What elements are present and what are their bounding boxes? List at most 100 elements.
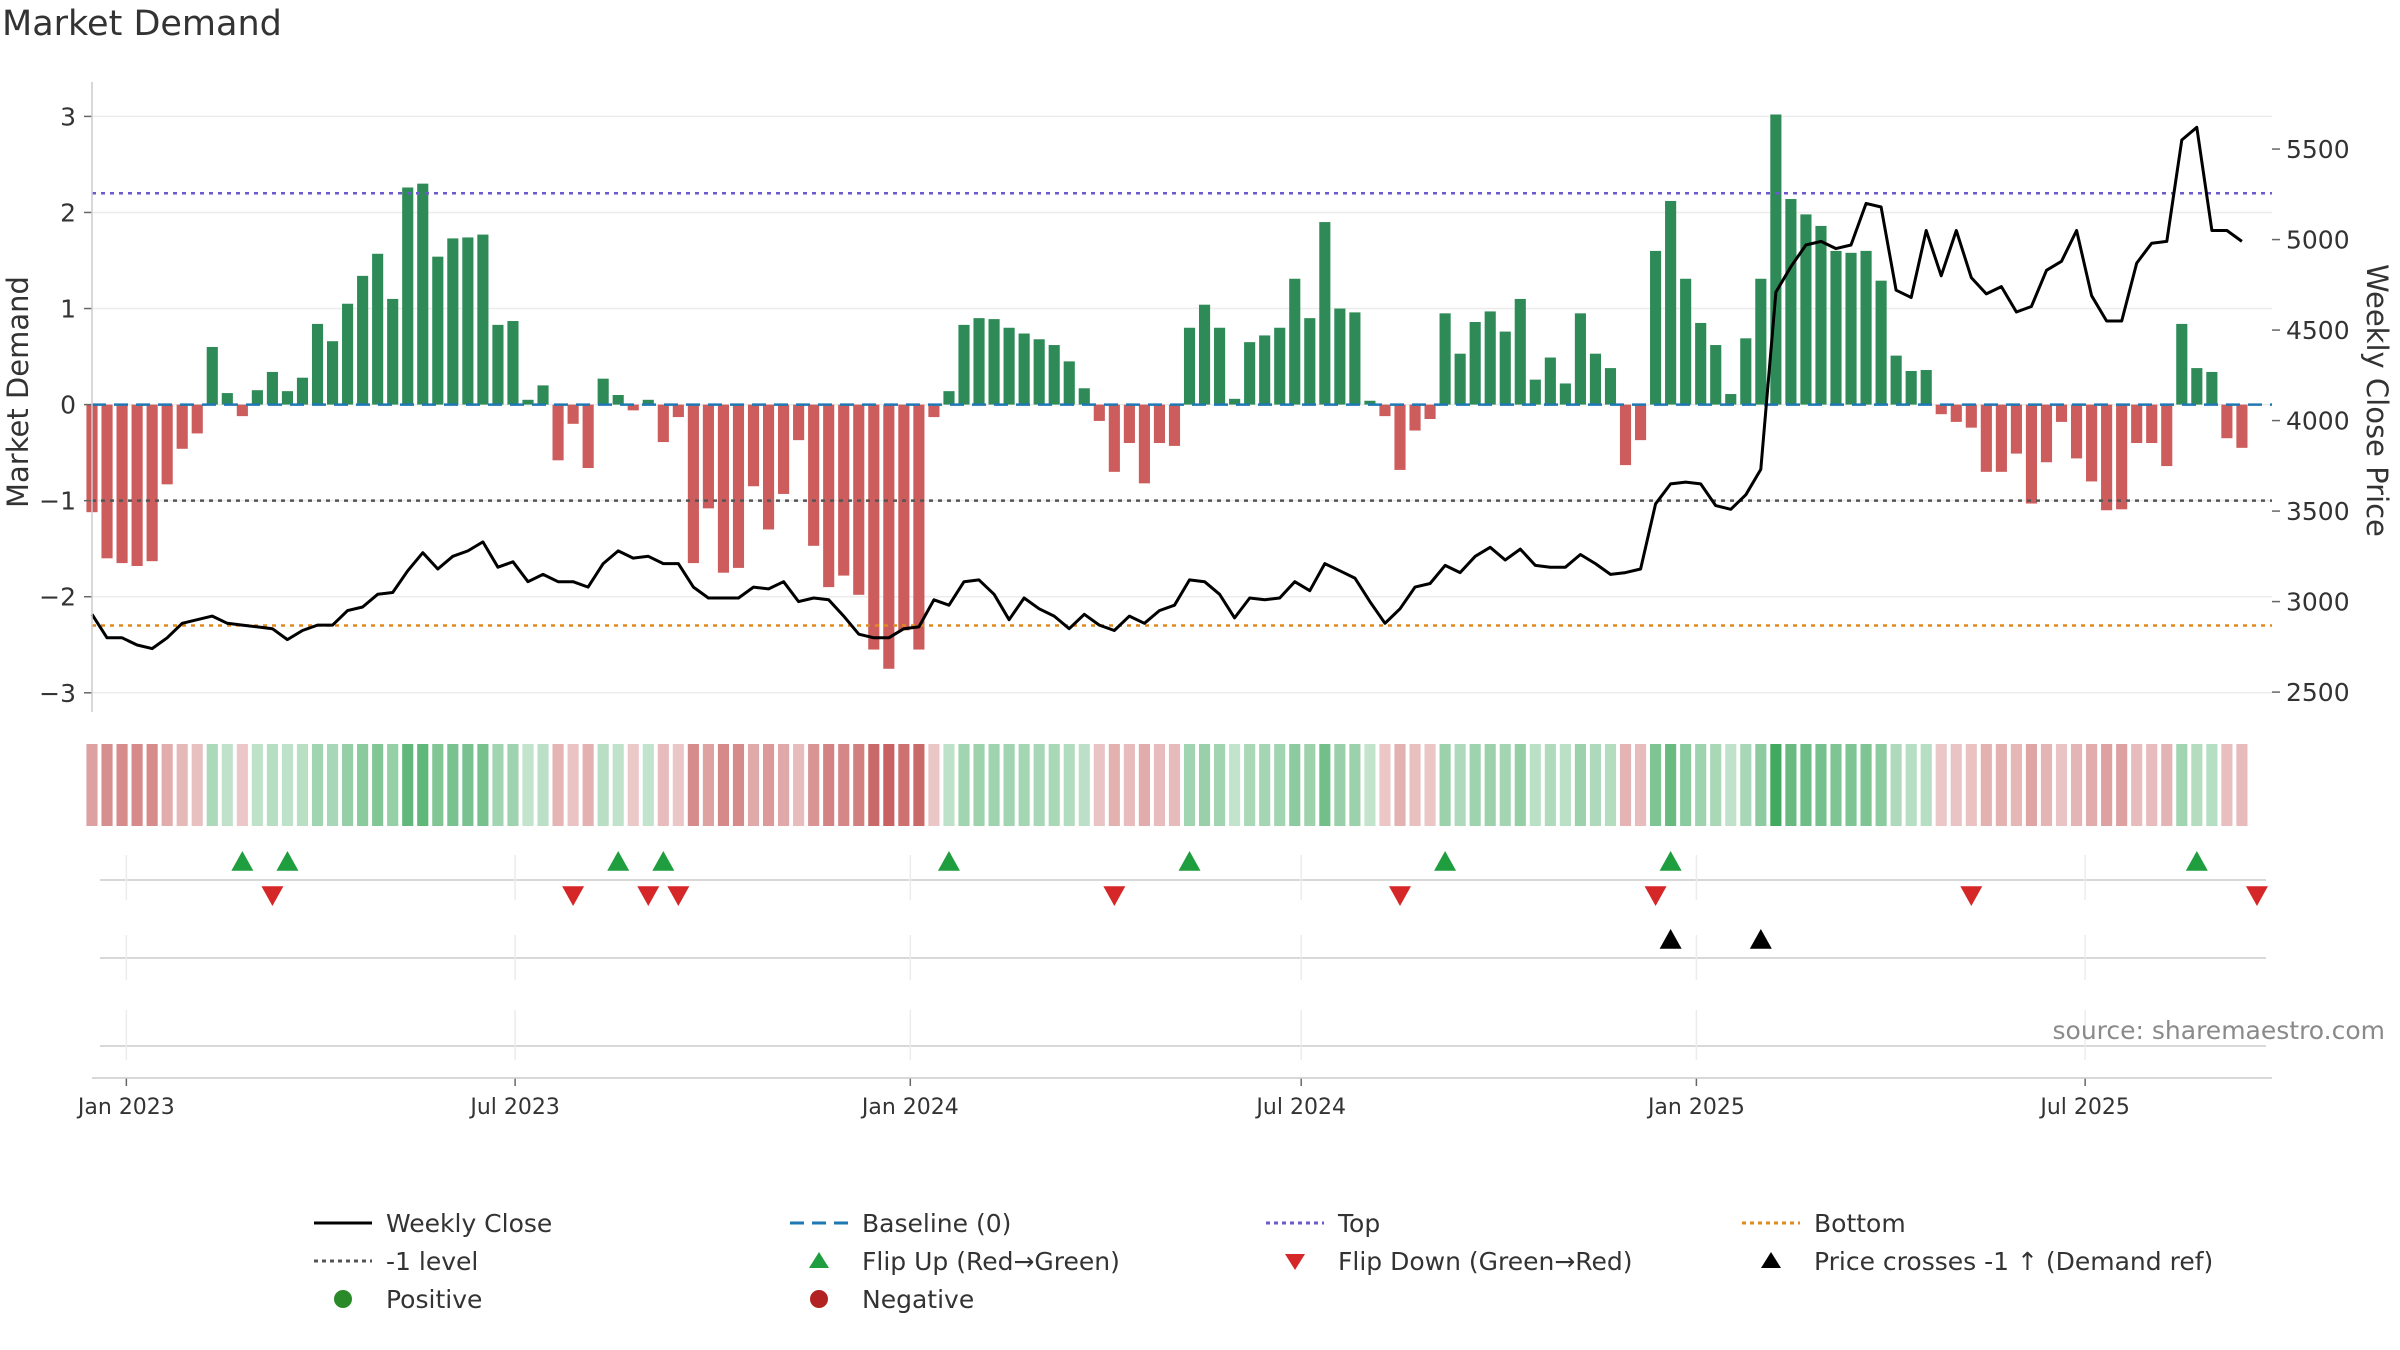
- heat-cell: [1529, 744, 1541, 826]
- positive-bar: [1229, 398, 1241, 405]
- chart-title: Market Demand: [2, 4, 282, 44]
- positive-bar: [1740, 338, 1752, 405]
- positive-bar: [597, 378, 609, 405]
- heat-cell: [762, 744, 775, 826]
- positive-bar: [1604, 368, 1617, 405]
- heat-cell: [2101, 744, 2113, 826]
- heat-cell: [1349, 744, 1361, 826]
- positive-bar: [251, 390, 263, 405]
- y-tick-label-left: 1: [60, 295, 76, 324]
- positive-bar: [1830, 250, 1842, 405]
- positive-bar: [1905, 370, 1917, 405]
- heat-cell: [1439, 744, 1451, 826]
- legend-baseline: Baseline (0): [786, 1208, 1011, 1238]
- negative-bar: [1108, 404, 1120, 472]
- negative-bar: [2161, 404, 2173, 467]
- heat-cell: [146, 744, 158, 826]
- legend-dot-icon: [786, 1284, 852, 1314]
- positive-bar: [1860, 250, 1872, 405]
- heat-cell: [1033, 744, 1045, 826]
- weekly-close-line: [90, 125, 2243, 651]
- heat-cell: [342, 744, 354, 826]
- heat-cell: [191, 744, 203, 826]
- positive-bar: [1003, 327, 1015, 405]
- heat-cell: [1650, 744, 1662, 826]
- negative-bar: [2101, 404, 2113, 511]
- heat-cell: [838, 744, 850, 826]
- positive-bar: [2191, 368, 2203, 405]
- legend-top: Top: [1262, 1208, 1380, 1238]
- y-tick-label-left: −1: [39, 487, 76, 516]
- positive-bar: [1680, 278, 1692, 405]
- positive-bar: [1244, 342, 1256, 405]
- positive-bar: [1710, 345, 1722, 405]
- y-tick-label-left: 0: [60, 391, 76, 420]
- heat-cell: [2206, 744, 2218, 826]
- flip-down-marker: [562, 886, 585, 906]
- negative-bar: [1409, 404, 1421, 431]
- negative-bar: [161, 404, 173, 485]
- heat-cell: [1875, 744, 1887, 826]
- heat-cell: [1785, 744, 1797, 826]
- heat-cell: [1950, 744, 1962, 826]
- negative-bar: [176, 404, 188, 449]
- flip-down-marker: [2245, 886, 2268, 906]
- heat-cell: [1093, 744, 1105, 826]
- heat-cell: [1153, 744, 1166, 826]
- heat-cell: [1905, 744, 1917, 826]
- heat-cell: [1559, 744, 1571, 826]
- flip-up-marker: [652, 851, 675, 871]
- legend-dotted-line-icon: [1262, 1208, 1328, 1238]
- heat-cell: [1078, 744, 1090, 826]
- heat-cell: [372, 744, 384, 826]
- heat-cell: [1770, 744, 1782, 826]
- heat-cell: [206, 744, 218, 826]
- positive-bar: [1183, 327, 1196, 405]
- positive-bar: [943, 391, 955, 405]
- heat-cell: [221, 744, 233, 826]
- heat-cell: [642, 744, 654, 826]
- negative-bar: [1980, 404, 1992, 472]
- heat-cell: [1123, 744, 1135, 826]
- legend-price-cross: Price crosses -1 ↑ (Demand ref): [1738, 1246, 2213, 1276]
- heat-cell: [1138, 744, 1150, 826]
- heat-cell: [1800, 744, 1812, 826]
- heat-cell: [1168, 744, 1181, 826]
- positive-bar: [1785, 199, 1797, 405]
- heat-cell: [1108, 744, 1120, 826]
- heat-cell: [1890, 744, 1902, 826]
- heat-cell: [1304, 744, 1316, 826]
- x-tick-label: Jan 2024: [860, 1095, 959, 1120]
- negative-bar: [2040, 404, 2053, 463]
- price-cross-marker: [1659, 929, 1682, 949]
- negative-bar: [898, 404, 910, 631]
- negative-bar: [236, 404, 248, 417]
- heat-cell: [1634, 744, 1647, 826]
- negative-bar: [1168, 404, 1181, 446]
- heat-cell: [687, 744, 699, 826]
- heat-cell: [2055, 744, 2068, 826]
- heat-cell: [702, 744, 714, 826]
- heat-cell: [1995, 744, 2007, 826]
- negative-bar: [1093, 404, 1105, 421]
- negative-bar: [1123, 404, 1135, 444]
- heat-cell: [281, 744, 294, 826]
- heat-cell: [1484, 744, 1496, 826]
- heat-cell: [1755, 744, 1767, 826]
- heat-cell: [447, 744, 459, 826]
- heat-cell: [898, 744, 910, 826]
- y-tick-label-right: 5000: [2286, 226, 2350, 255]
- heat-cell: [387, 744, 399, 826]
- negative-bar: [2221, 404, 2233, 439]
- heat-cell: [988, 744, 1000, 826]
- heat-cell: [1003, 744, 1015, 826]
- heat-cell: [1379, 744, 1391, 826]
- heat-cell: [1364, 744, 1376, 826]
- negative-bar: [567, 404, 579, 424]
- positive-bar: [1725, 394, 1737, 405]
- heat-cell: [116, 744, 128, 826]
- negative-bar: [1424, 404, 1436, 420]
- legend-minus-one: -1 level: [310, 1246, 478, 1276]
- x-tick-label: Jul 2023: [468, 1095, 560, 1120]
- legend-label: Baseline (0): [862, 1208, 1012, 1238]
